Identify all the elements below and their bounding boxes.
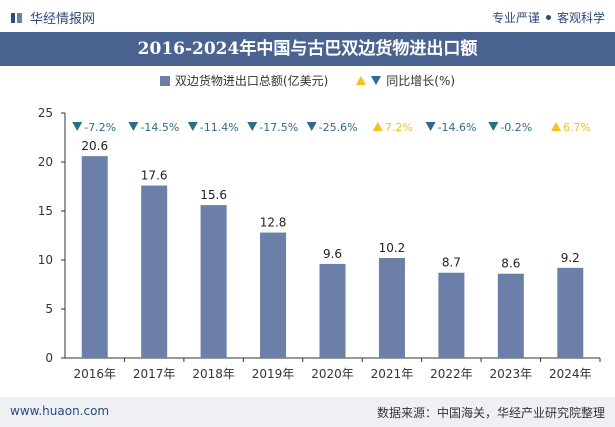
footer: www.huaon.com 数据来源：中国海关，华经产业研究院整理	[0, 397, 615, 427]
y-tick-label: 0	[45, 351, 53, 365]
slogan-left: 专业严谨	[491, 11, 540, 25]
x-tick-label: 2021年	[371, 367, 414, 381]
growth-label: -7.2%	[84, 121, 116, 134]
down-triangle-icon	[371, 76, 382, 85]
data-label: 8.7	[442, 256, 461, 270]
growth-label: -11.4%	[200, 121, 239, 134]
growth-down-triangle	[306, 122, 317, 131]
slogan-right: 客观科学	[556, 11, 605, 25]
y-tick-label: 25	[38, 106, 53, 120]
x-tick-label: 2022年	[430, 367, 473, 381]
bar-swatch-icon	[159, 75, 170, 86]
growth-down-triangle	[128, 122, 139, 131]
bar	[200, 205, 227, 358]
growth-up-triangle	[551, 122, 562, 131]
y-tick-label: 20	[38, 155, 53, 169]
growth-down-triangle	[187, 122, 198, 131]
y-tick-label: 10	[38, 253, 53, 267]
brand: 华经情报网	[10, 8, 95, 27]
bar	[319, 263, 346, 358]
data-label: 20.6	[81, 139, 108, 153]
growth-label: -0.2%	[500, 121, 532, 134]
bar-chart: 0 5 10 15 20 25 20.6 2016年 -7.2% 17.6 2017年 -14.5% 1…	[38, 106, 601, 381]
data-label: 8.6	[501, 257, 520, 271]
growth-up-triangle	[372, 122, 383, 131]
bar	[497, 273, 524, 358]
brand-name: 华经情报网	[30, 12, 96, 27]
legend: 双边货物进出口总额(亿美元) 同比增长(%)	[0, 72, 615, 89]
footer-website: www.huaon.com	[10, 404, 110, 418]
growth-label: -17.5%	[259, 121, 298, 134]
bar	[378, 258, 405, 358]
x-tick-label: 2016年	[73, 367, 116, 381]
x-tick-label: 2020年	[311, 367, 354, 381]
data-label: 15.6	[200, 188, 227, 202]
x-tick-label: 2023年	[490, 367, 533, 381]
data-label: 10.2	[379, 241, 406, 255]
bar	[438, 272, 465, 358]
growth-label: -25.6%	[319, 121, 358, 134]
growth-down-triangle	[488, 122, 499, 131]
data-label: 9.6	[323, 247, 342, 261]
growth-label: -14.5%	[140, 121, 179, 134]
legend-bar-label: 双边货物进出口总额(亿美元)	[174, 74, 329, 88]
slogan: 专业严谨 客观科学	[492, 9, 605, 26]
x-tick-label: 2017年	[133, 367, 176, 381]
x-tick-label: 2024年	[549, 367, 592, 381]
bar	[141, 185, 168, 358]
growth-down-triangle	[72, 122, 83, 131]
title-bar: 2016-2024年中国与古巴双边货物进出口额	[0, 32, 615, 66]
x-tick-label: 2019年	[252, 367, 295, 381]
bar	[260, 232, 287, 358]
legend-item-growth: 同比增长(%)	[356, 72, 455, 89]
data-label: 12.8	[260, 216, 287, 230]
x-tick-label: 2018年	[192, 367, 235, 381]
y-tick-label: 5	[45, 302, 53, 316]
top-bar: 华经情报网 专业严谨 客观科学	[0, 0, 615, 32]
bar	[81, 156, 108, 358]
data-label: 9.2	[561, 251, 580, 265]
data-label: 17.6	[141, 169, 168, 183]
separator-dot-icon	[545, 15, 551, 20]
legend-item-bars: 双边货物进出口总额(亿美元)	[159, 72, 329, 89]
legend-growth-label: 同比增长(%)	[386, 74, 456, 88]
y-tick-label: 15	[38, 204, 53, 218]
up-triangle-icon	[356, 76, 367, 85]
growth-label: -14.6%	[438, 121, 477, 134]
footer-source: 数据来源：中国海关，华经产业研究院整理	[376, 406, 605, 420]
growth-down-triangle	[425, 122, 436, 131]
bar	[557, 267, 584, 358]
growth-label: 6.7%	[563, 121, 591, 134]
growth-label: 7.2%	[385, 121, 413, 134]
growth-down-triangle	[247, 122, 258, 131]
brand-logo-icon	[11, 12, 22, 23]
chart-title: 2016-2024年中国与古巴双边货物进出口额	[137, 39, 478, 59]
